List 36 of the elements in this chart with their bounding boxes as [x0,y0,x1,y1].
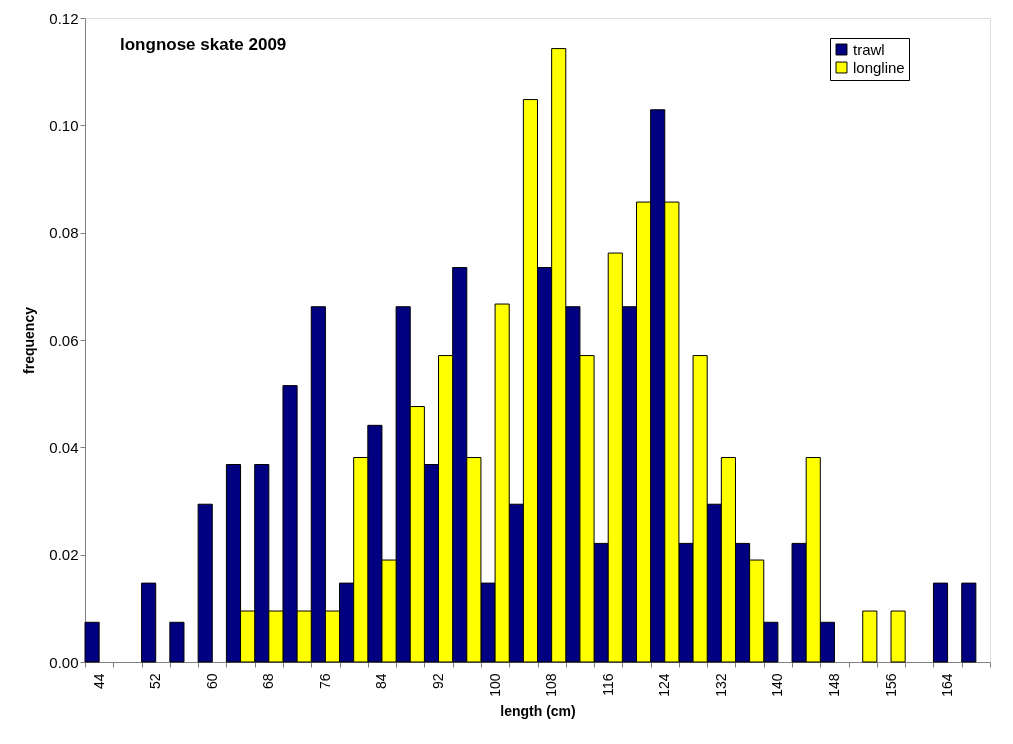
bar [141,582,157,663]
bar [169,621,185,663]
x-tick-label: 76 [316,673,333,690]
text: longnose skate 2009 [120,35,287,54]
x-tick-label: 44 [90,673,107,690]
bar [84,621,100,663]
y-tick-label: 0.00 [49,653,79,671]
y-tick-label: 0.08 [49,224,79,242]
x-tick-label: 68 [260,673,277,690]
x-tick-label: 84 [373,673,390,690]
x-tick-label: 148 [825,673,842,697]
x-tick-label: 124 [656,673,673,697]
x-axis-title: length (cm) [500,702,576,719]
y-tick-label: 0.10 [49,116,79,134]
x-tick-label: 60 [203,673,220,690]
legend-label: trawl [853,40,885,58]
y-tick-label: 0.04 [49,438,79,456]
x-tick-label: 116 [599,673,616,696]
x-tick-label: 100 [486,673,503,697]
x-tick-label: 140 [769,673,786,697]
y-tick-label: 0.02 [49,546,79,564]
x-tick-label: 156 [882,673,899,697]
legend-label: longline [853,58,905,76]
y-tick-label: 0.12 [49,9,79,27]
x-tick-label: 164 [939,673,956,697]
bar [862,610,878,663]
x-tick-label: 108 [543,673,560,697]
bar [932,582,949,663]
y-axis-title: frequency [21,306,38,374]
y-tick-label: 0.06 [49,331,79,349]
x-tick-label: 92 [430,673,447,690]
bar [197,503,213,663]
x-tick-label: 132 [712,673,729,697]
bar [961,582,977,663]
bar [890,610,906,663]
x-tick-label: 52 [147,673,164,690]
